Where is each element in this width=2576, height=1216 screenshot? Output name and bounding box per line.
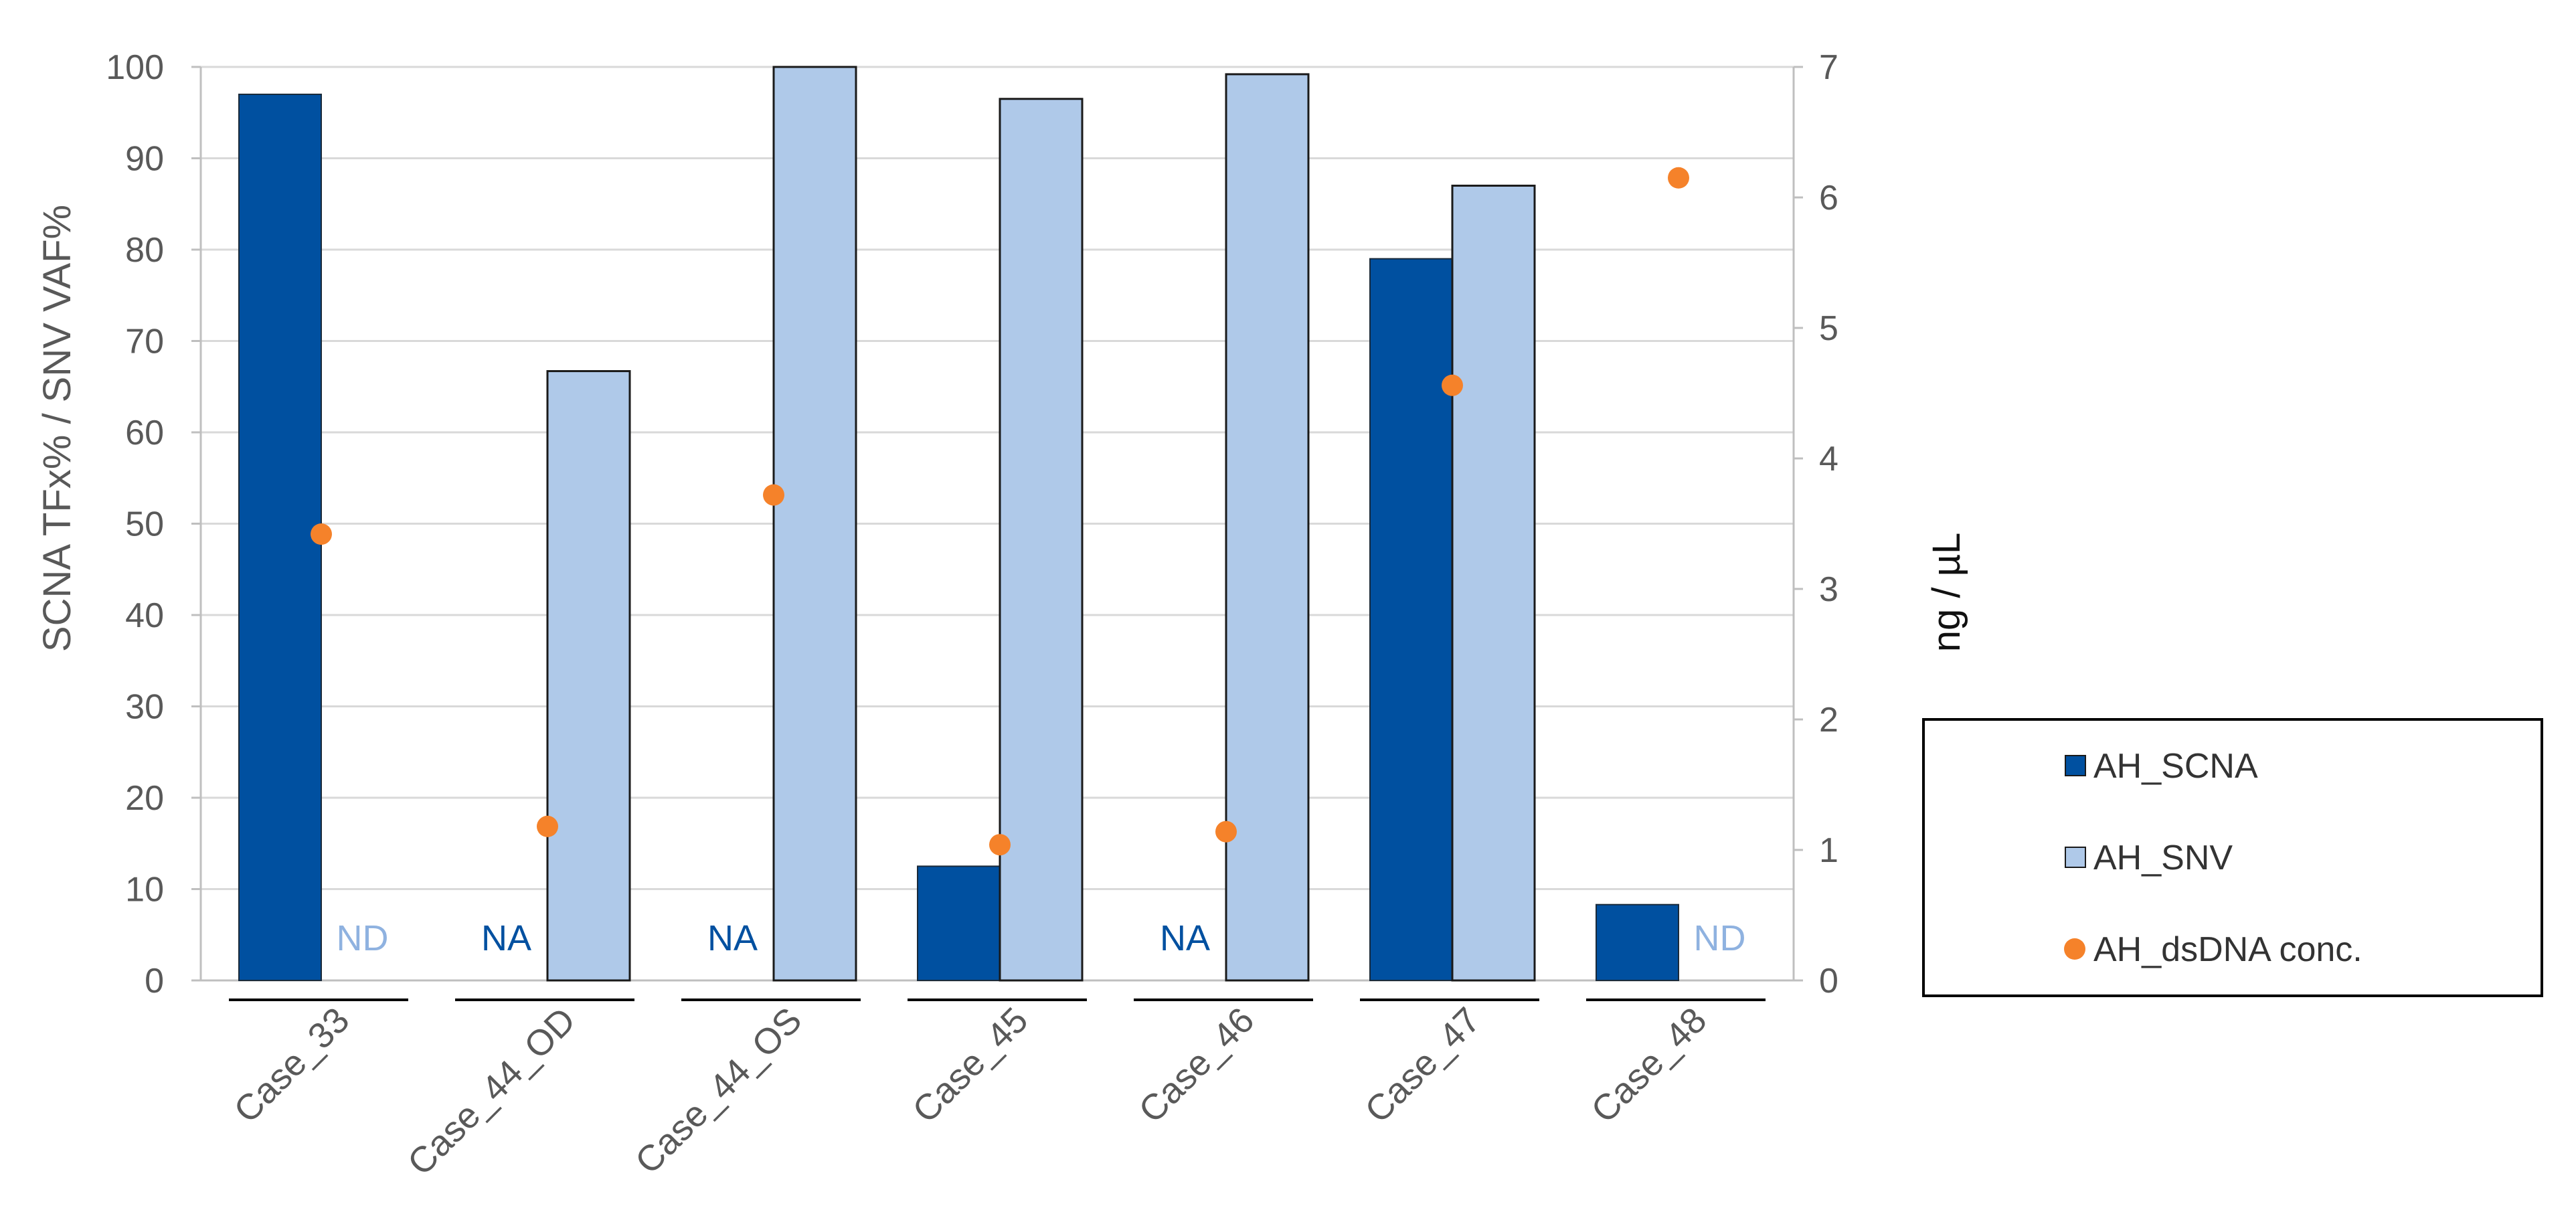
category-labels: Case_33 Case_44_OD Case_44_OS Case_45 Case_4… (226, 1000, 1714, 1183)
category-label: Case_33 (226, 1000, 357, 1130)
data-points (311, 167, 1689, 856)
y-axis-title: SCNA TFx% / SNV VAF% (35, 205, 79, 652)
bar-scna-case_47 (1369, 258, 1453, 981)
y-tick-label: 100 (106, 48, 164, 87)
y-tick-label: 30 (125, 688, 164, 727)
category-label: Case_48 (1583, 1000, 1714, 1130)
y2-tick-label: 4 (1819, 440, 1838, 479)
bar-snv-case_47 (1451, 184, 1536, 982)
bar-snv-case_46 (1225, 73, 1310, 982)
category-label: Case_47 (1357, 1000, 1488, 1130)
category-label: Case_44_OS (628, 1000, 810, 1182)
y-tick-label: 20 (125, 779, 164, 818)
bars (238, 66, 1679, 982)
annotation-label: ND (337, 918, 389, 958)
legend-box (1922, 718, 2543, 997)
y2-axis-ticks: 0 1 2 3 4 5 6 7 (1819, 48, 1838, 1001)
annotation-label: NA (1160, 918, 1210, 958)
y-tick-label: 10 (125, 871, 164, 909)
point-dsdna-case_45 (989, 834, 1011, 856)
category-label: Case_44_OD (400, 1000, 584, 1183)
legend-label-dsdna: AH_dsDNA conc. (2093, 930, 2363, 969)
bar-snv-case_44_os (772, 66, 857, 982)
y-tick-label: 60 (125, 414, 164, 452)
annotation-label: NA (707, 918, 758, 958)
legend-swatch-snv (2065, 847, 2086, 868)
bar-snv-case_45 (999, 98, 1084, 982)
y-tick-label: 50 (125, 505, 164, 544)
point-dsdna-case_44_os (763, 484, 784, 506)
bar-scna-case_48 (1596, 903, 1679, 981)
legend-label-scna: AH_SCNA (2093, 747, 2258, 786)
y2-axis-title: ng / µL (1925, 533, 1968, 653)
point-dsdna-case_33 (311, 523, 332, 545)
y-tick-label: 80 (125, 231, 164, 270)
y2-tick-label: 1 (1819, 831, 1838, 870)
y-tick-label: 0 (145, 962, 164, 1001)
bar-scna-case_45 (917, 865, 1001, 981)
point-dsdna-case_48 (1668, 167, 1689, 189)
y2-tick-label: 5 (1819, 309, 1838, 348)
category-label: Case_46 (1131, 1000, 1262, 1130)
legend-marker-dsdna (2064, 938, 2085, 960)
legend-swatch-scna (2065, 755, 2086, 776)
y-tick-label: 90 (125, 140, 164, 179)
annotation-label: NA (481, 918, 531, 958)
bar-snv-case_44_od (546, 370, 631, 982)
annotation-label: ND (1694, 918, 1746, 958)
y-axis-ticks: 0 10 20 30 40 50 60 70 80 90 100 (106, 48, 164, 1001)
legend: AH_SCNA AH_SNV AH_dsDNA conc. (1922, 718, 2543, 997)
annotations: ND NA NA NA ND (337, 918, 1746, 958)
y2-tick-label: 0 (1819, 962, 1838, 1001)
category-label: Case_45 (905, 1000, 1035, 1130)
y-tick-label: 40 (125, 596, 164, 635)
y2-tick-label: 3 (1819, 570, 1838, 609)
point-dsdna-case_47 (1442, 374, 1463, 396)
point-dsdna-case_44_od (537, 815, 558, 837)
legend-label-snv: AH_SNV (2093, 839, 2233, 877)
y2-tick-label: 7 (1819, 48, 1838, 87)
y-tick-label: 70 (125, 323, 164, 361)
y2-tick-label: 2 (1819, 701, 1838, 740)
bar-scna-case_33 (238, 93, 322, 982)
y2-tick-label: 6 (1819, 179, 1838, 218)
point-dsdna-case_46 (1215, 820, 1237, 843)
